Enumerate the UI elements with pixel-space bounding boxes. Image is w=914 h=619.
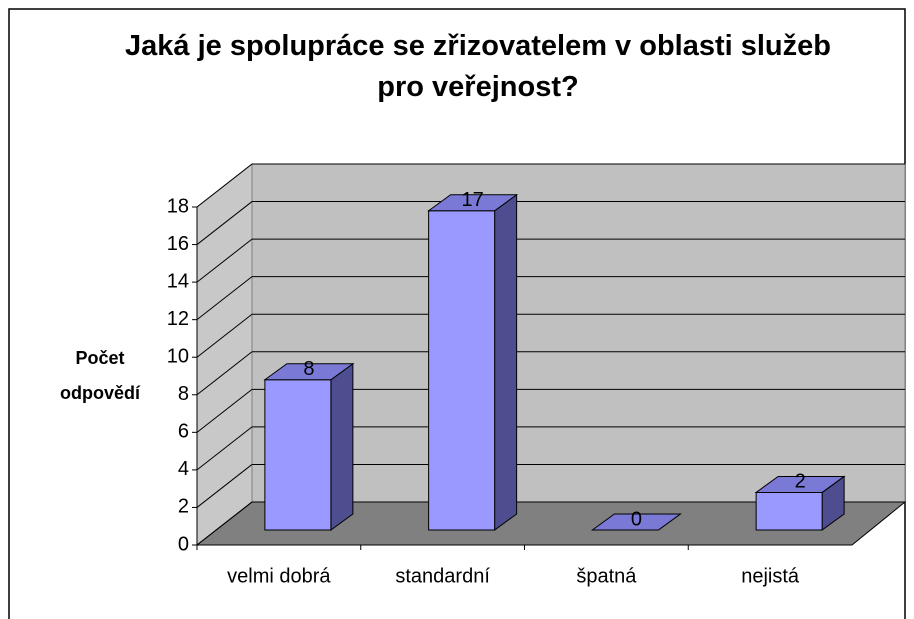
bar-top (427, 194, 519, 212)
grid-line (196, 501, 253, 546)
bar-top (263, 363, 355, 381)
chart-title: Jaká je spolupráce se zřizovatelem v obl… (125, 30, 831, 103)
x-tick-label: nejistá (741, 565, 800, 587)
y-tick-label: 8 (178, 383, 189, 405)
y-tick-label: 10 (167, 346, 189, 368)
y-tick-label: 0 (178, 533, 189, 555)
grid-line (196, 351, 253, 396)
y-tick-label: 2 (178, 496, 189, 518)
bar-side (330, 362, 354, 531)
x-tick-label: špatná (576, 565, 637, 587)
data-label: 2 (795, 471, 806, 493)
data-label: 0 (631, 508, 642, 530)
data-label: 17 (462, 189, 484, 211)
grid-line (196, 276, 253, 321)
bar-side (494, 193, 518, 531)
bar (264, 379, 332, 531)
grid-line (196, 201, 253, 245)
grid-line (196, 388, 253, 433)
grid-line (196, 313, 253, 358)
grid-line (196, 464, 253, 508)
y-tick-label: 16 (167, 233, 189, 255)
x-tick-label: velmi dobrá (227, 565, 331, 587)
y-tick-label: 4 (178, 458, 189, 480)
bar-top (590, 513, 682, 531)
y-axis-label: Počet odpovědí (60, 348, 140, 403)
bar-top (754, 475, 846, 493)
y-tick-label: 12 (167, 308, 189, 330)
y-tick-label: 14 (167, 270, 189, 292)
y-tick-label: 6 (178, 421, 189, 443)
grid-line (196, 238, 253, 283)
x-tick-label: standardní (395, 565, 490, 587)
bar (755, 491, 823, 531)
bar (428, 210, 496, 531)
data-label: 8 (303, 358, 314, 380)
grid-line (196, 163, 253, 208)
side-wall (196, 162, 253, 547)
y-tick-label: 18 (167, 195, 189, 217)
grid-line (196, 426, 253, 471)
